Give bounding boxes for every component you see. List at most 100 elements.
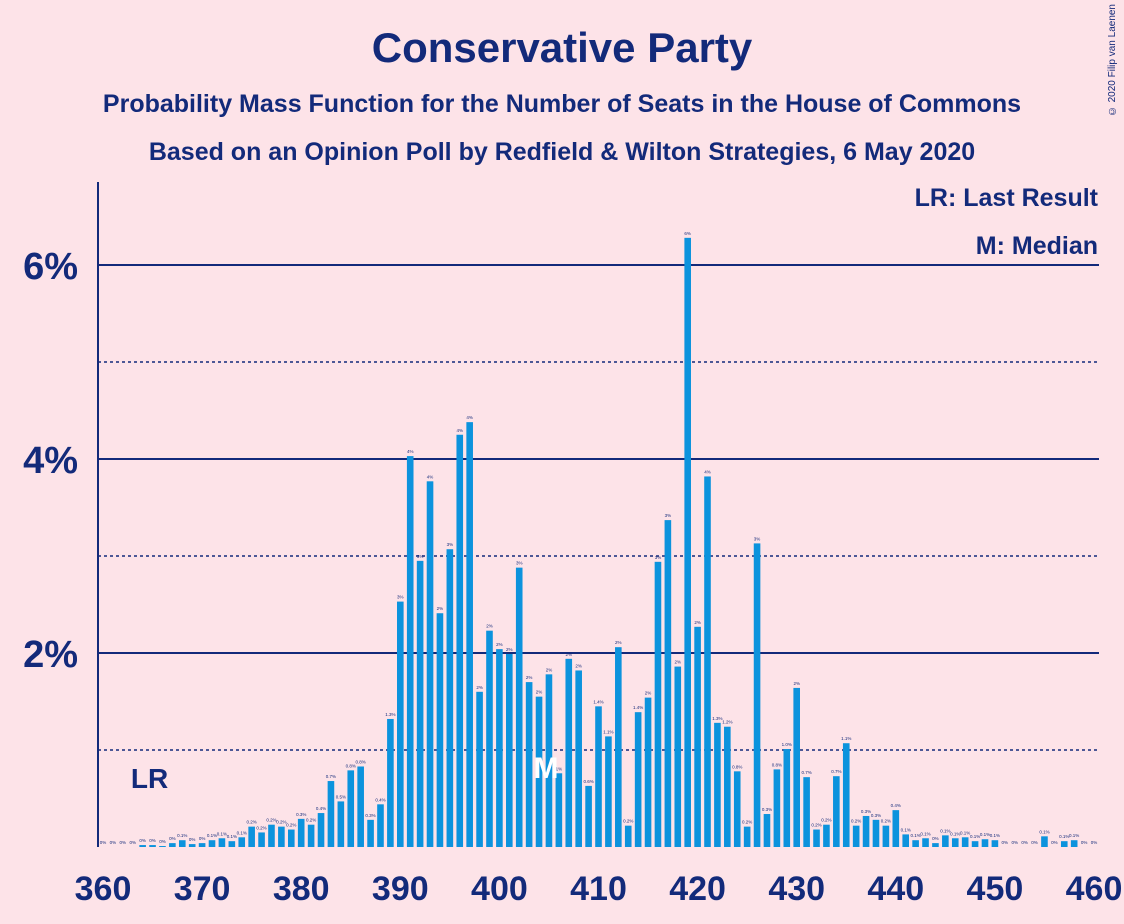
bar-value-label: 3% bbox=[655, 555, 662, 560]
bar-value-label: 0% bbox=[1091, 840, 1098, 845]
bar-value-label: 0.1% bbox=[1039, 829, 1049, 834]
bar-value-label: 0% bbox=[1011, 840, 1018, 845]
bar-seat-434 bbox=[833, 776, 840, 847]
bar-value-label: 0% bbox=[1051, 840, 1058, 845]
bar-value-label: 2% bbox=[694, 620, 701, 625]
bar-value-label: 0.2% bbox=[851, 819, 861, 824]
bar-value-label: 0% bbox=[1081, 840, 1088, 845]
bar-seat-425 bbox=[743, 826, 751, 847]
bar-seat-432 bbox=[813, 829, 820, 847]
x-tick-label: 390 bbox=[372, 870, 429, 908]
bar-value-label: 0.1% bbox=[950, 831, 960, 836]
bar-value-label: 0.1% bbox=[227, 834, 237, 839]
bar-value-label: 4% bbox=[457, 428, 464, 433]
bar-seat-388 bbox=[377, 804, 384, 847]
bar-value-label: 0.3% bbox=[861, 809, 871, 814]
bar-seat-426 bbox=[753, 543, 761, 847]
x-tick-label: 430 bbox=[768, 870, 825, 908]
bar-seat-413 bbox=[624, 825, 632, 847]
bar-value-label: 0.4% bbox=[891, 803, 901, 808]
bar-seat-429 bbox=[783, 749, 791, 847]
bar-value-label: 1.2% bbox=[722, 720, 732, 725]
bar-value-label: 0% bbox=[169, 836, 176, 841]
bar-value-label: 0.6% bbox=[583, 779, 593, 784]
bar-seat-401 bbox=[506, 653, 513, 847]
bar-seat-380 bbox=[297, 818, 305, 847]
bar-seat-397 bbox=[466, 422, 473, 847]
bar-value-label: 0.2% bbox=[276, 820, 286, 825]
bar-value-label: 0.1% bbox=[237, 830, 247, 835]
bar-seat-379 bbox=[287, 829, 295, 847]
legend-median: M: Median bbox=[975, 232, 1098, 260]
bar-value-label: 0.2% bbox=[256, 825, 266, 830]
bar-seat-383 bbox=[327, 781, 335, 847]
bar-value-label: 0.1% bbox=[980, 832, 990, 837]
bar-seat-370 bbox=[198, 843, 206, 847]
bar-value-label: 0.3% bbox=[762, 807, 772, 812]
bar-seat-404 bbox=[535, 696, 543, 847]
bar-value-label: 4% bbox=[407, 449, 414, 454]
bar-value-label: 0.1% bbox=[940, 828, 950, 833]
bar-value-label: 0.3% bbox=[296, 812, 306, 817]
bar-value-label: 0.4% bbox=[316, 806, 326, 811]
bar-value-label: 0% bbox=[189, 837, 196, 842]
bar-value-label: 0.5% bbox=[336, 794, 346, 799]
bar-value-label: 0.8% bbox=[356, 759, 366, 764]
bar-value-label: 0.3% bbox=[871, 813, 881, 818]
bar-value-label: 0% bbox=[932, 836, 939, 841]
bar-seat-440 bbox=[892, 810, 900, 847]
bar-value-label: 3% bbox=[417, 554, 424, 559]
bar-seat-384 bbox=[337, 801, 345, 847]
bar-value-label: 0.8% bbox=[772, 762, 782, 767]
bar-value-label: 2% bbox=[506, 647, 513, 652]
bar-value-label: 0.1% bbox=[901, 827, 911, 832]
bar-seat-412 bbox=[615, 647, 622, 847]
bar-seat-408 bbox=[575, 670, 582, 847]
last-result-marker: LR bbox=[131, 763, 168, 794]
bar-seat-438 bbox=[872, 819, 880, 847]
bar-seat-368 bbox=[178, 840, 186, 847]
bar-value-label: 2% bbox=[546, 667, 553, 672]
bar-value-label: 2% bbox=[675, 660, 682, 665]
bar-value-label: 4% bbox=[427, 474, 434, 479]
bar-value-label: 1.1% bbox=[603, 729, 613, 734]
bar-value-label: 0.1% bbox=[217, 831, 227, 836]
chart-subtitle: Probability Mass Function for the Number… bbox=[102, 90, 1022, 118]
bar-value-label: 2% bbox=[575, 663, 582, 668]
bar-seat-442 bbox=[912, 840, 919, 847]
x-tick-label: 440 bbox=[867, 870, 924, 908]
bar-seat-433 bbox=[823, 824, 830, 847]
bar-seat-387 bbox=[367, 819, 374, 847]
bar-value-label: 2% bbox=[793, 681, 800, 686]
bar-seat-457 bbox=[1060, 841, 1068, 847]
bar-seat-392 bbox=[416, 560, 424, 847]
bar-seat-424 bbox=[733, 771, 741, 847]
bar-seat-436 bbox=[852, 825, 860, 847]
bar-value-label: 0.4% bbox=[375, 797, 385, 802]
bar-seat-449 bbox=[981, 839, 989, 847]
bar-value-label: 0.2% bbox=[286, 823, 296, 828]
bar-value-label: 0.2% bbox=[266, 818, 276, 823]
bar-value-label: 2% bbox=[437, 606, 444, 611]
bar-seat-448 bbox=[971, 841, 979, 847]
bar-value-label: 0% bbox=[100, 840, 107, 845]
bar-value-label: 0.2% bbox=[821, 818, 831, 823]
bar-seat-441 bbox=[902, 834, 910, 847]
bar-value-label: 0.1% bbox=[960, 830, 970, 835]
bar-seat-417 bbox=[664, 520, 672, 847]
bar-value-label: 0.2% bbox=[247, 820, 257, 825]
bar-seat-418 bbox=[674, 666, 682, 847]
bar-value-label: 1.3% bbox=[712, 716, 722, 721]
x-tick-label: 370 bbox=[174, 870, 231, 908]
x-tick-label: 450 bbox=[967, 870, 1024, 908]
bar-seat-378 bbox=[278, 826, 285, 847]
bar-value-label: 4% bbox=[466, 415, 473, 420]
bar-seat-365 bbox=[149, 845, 156, 847]
y-tick-label: 2% bbox=[23, 634, 78, 676]
bar-seat-455 bbox=[1041, 836, 1048, 847]
bar-value-label: 0.8% bbox=[732, 764, 742, 769]
y-tick-label: 6% bbox=[23, 246, 78, 288]
bar-value-label: 0.1% bbox=[910, 833, 920, 838]
bar-value-label: 1.4% bbox=[593, 699, 603, 704]
bar-value-label: 1.4% bbox=[633, 705, 643, 710]
